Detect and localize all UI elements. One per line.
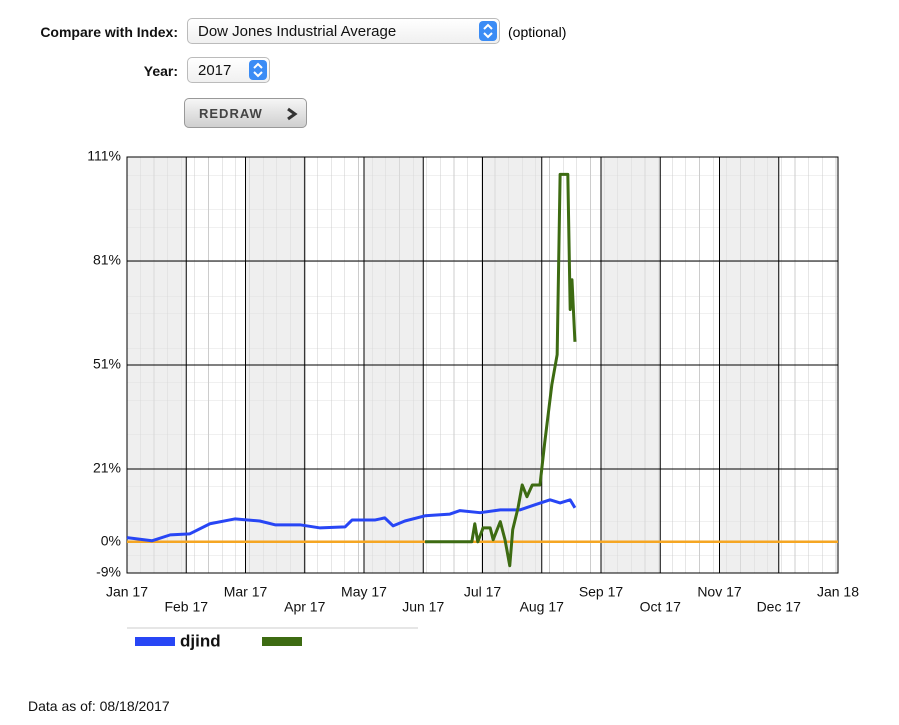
index-select[interactable]: Dow Jones Industrial Average bbox=[187, 18, 500, 44]
x-tick-label: May 17 bbox=[341, 584, 387, 600]
redraw-button[interactable]: REDRAW bbox=[184, 98, 307, 128]
y-tick-label: 81% bbox=[93, 252, 121, 268]
select-arrow bbox=[249, 60, 267, 80]
y-tick-label: 51% bbox=[93, 356, 121, 372]
x-tick-label: Oct 17 bbox=[640, 599, 681, 615]
button-label: REDRAW bbox=[199, 106, 263, 121]
x-tick-label: Aug 17 bbox=[520, 599, 565, 615]
x-tick-label: Jul 17 bbox=[464, 584, 502, 600]
year-label: Year: bbox=[143, 63, 178, 79]
series-line bbox=[425, 172, 577, 568]
plot-frame bbox=[126, 156, 839, 574]
index-label: Compare with Index: bbox=[40, 24, 178, 40]
y-tick-label: -9% bbox=[96, 564, 121, 580]
x-tick-label: Nov 17 bbox=[697, 584, 742, 600]
series-line bbox=[126, 498, 577, 543]
x-tick-label: Jan 17 bbox=[106, 584, 148, 600]
y-tick-label: 21% bbox=[93, 460, 121, 476]
button-arrow bbox=[287, 107, 298, 121]
x-tick-label: Mar 17 bbox=[224, 584, 268, 600]
x-tick-label: Feb 17 bbox=[164, 599, 208, 615]
x-tick-label: Apr 17 bbox=[284, 599, 325, 615]
x-tick-label: Jun 17 bbox=[402, 599, 444, 615]
index-value: Dow Jones Industrial Average bbox=[198, 23, 397, 40]
footer: Data as of: 08/18/2017 bbox=[28, 698, 170, 714]
y-tick-label: 111% bbox=[87, 148, 121, 164]
x-tick-label: Dec 17 bbox=[757, 599, 802, 615]
legend-swatch bbox=[135, 637, 175, 646]
legend-label: djind bbox=[180, 631, 221, 650]
year-value: 2017 bbox=[198, 62, 232, 79]
year-select[interactable]: 2017 bbox=[187, 57, 270, 83]
legend-swatch bbox=[262, 637, 302, 646]
select-arrow bbox=[479, 21, 497, 41]
optional-note: (optional) bbox=[508, 24, 567, 40]
y-tick-label: 0% bbox=[101, 533, 121, 549]
x-tick-label: Jan 18 bbox=[817, 584, 859, 600]
x-tick-label: Sep 17 bbox=[579, 584, 624, 600]
